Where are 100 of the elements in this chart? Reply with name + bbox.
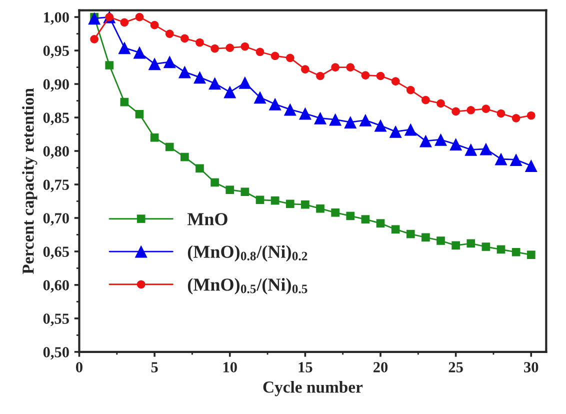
point (422, 233, 430, 242)
point (105, 61, 114, 70)
point (406, 86, 415, 94)
point (466, 239, 476, 248)
point (256, 48, 264, 56)
point (526, 111, 536, 120)
x-tick-label: 25 (448, 362, 463, 372)
point (301, 65, 310, 74)
point (88, 12, 101, 25)
point (196, 164, 204, 173)
legend-label: MnO (187, 213, 228, 226)
y-axis-title: Percent capacity retention (22, 88, 38, 274)
point (150, 133, 159, 142)
point (210, 178, 219, 187)
point (496, 245, 506, 254)
point (482, 104, 490, 113)
point (450, 138, 462, 151)
x-tick-label: 20 (374, 362, 388, 372)
point (466, 106, 476, 114)
point (391, 225, 400, 234)
y-tick-label: 0,55 (43, 314, 69, 326)
point (436, 236, 445, 245)
legend-label: (MnO)$_{0.8}$/(Ni)$_{0.2}$ (188, 245, 308, 262)
point (512, 248, 520, 256)
y-tick-label: 0,80 (43, 146, 69, 159)
x-tick-label: 5 (151, 362, 158, 372)
point (284, 103, 296, 116)
point (374, 119, 387, 132)
point (238, 76, 252, 89)
point (482, 242, 490, 251)
point (391, 77, 400, 86)
point (178, 66, 191, 78)
point (376, 72, 385, 80)
point (256, 196, 264, 204)
point (226, 44, 234, 52)
y-tick-label: 0,60 (43, 280, 69, 293)
point (406, 230, 415, 238)
y-tick-label: 0,65 (43, 246, 69, 260)
point (193, 71, 206, 84)
y-tick-label: 0,85 (43, 112, 69, 126)
point (524, 159, 538, 172)
point (512, 114, 520, 122)
point (422, 96, 430, 104)
point (480, 142, 492, 156)
point (329, 113, 342, 126)
point (180, 152, 189, 162)
point (361, 215, 370, 224)
point (180, 34, 189, 43)
point (135, 12, 144, 22)
y-tick-label: 0,90 (43, 79, 69, 92)
point (314, 112, 326, 124)
point (240, 188, 250, 196)
point (359, 114, 372, 126)
y-tick-label: 0,95 (43, 46, 69, 58)
point (316, 72, 324, 80)
point (298, 107, 312, 120)
point (436, 99, 445, 108)
point (331, 208, 340, 217)
y-tick-label: 0,75 (43, 180, 69, 192)
point (452, 107, 460, 116)
point (331, 63, 340, 72)
point (496, 109, 506, 118)
point (196, 38, 204, 47)
point (286, 54, 294, 62)
point (120, 98, 129, 106)
point (434, 133, 447, 146)
point (389, 125, 402, 138)
point (90, 34, 98, 44)
point (150, 20, 159, 30)
point (286, 200, 294, 208)
point (316, 204, 324, 213)
point (346, 212, 355, 220)
point (270, 52, 280, 60)
point (361, 71, 370, 80)
x-axis-title: Cycle number (263, 381, 363, 396)
point (268, 98, 282, 110)
point (510, 153, 522, 166)
point (301, 200, 310, 209)
point (135, 110, 144, 118)
y-tick-label: 1,00 (44, 12, 69, 25)
legend-label: (MnO)$_{0.5}$/(Ni)$_{0.5}$ (188, 278, 308, 294)
point (526, 250, 536, 259)
point (208, 77, 222, 90)
point (133, 46, 146, 59)
point (163, 56, 176, 68)
x-tick-label: 10 (223, 362, 237, 372)
point (346, 63, 355, 72)
point (404, 123, 417, 136)
point (226, 186, 234, 194)
x-tick-label: 0 (76, 362, 82, 372)
point (210, 44, 219, 53)
y-tick-label: 0,50 (43, 347, 69, 360)
point (118, 42, 131, 54)
point (165, 142, 174, 152)
point (419, 134, 432, 148)
point (240, 42, 250, 51)
point (344, 116, 357, 128)
point (254, 91, 266, 104)
y-tick-label: 0,70 (43, 213, 69, 226)
point (494, 152, 508, 166)
